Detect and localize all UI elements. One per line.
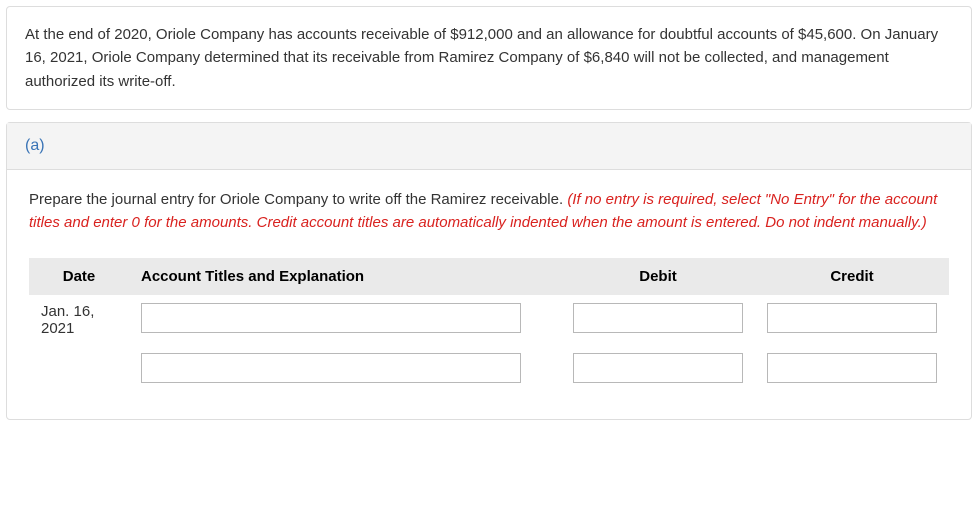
col-header-date: Date [29, 258, 129, 295]
account-title-input[interactable] [141, 303, 521, 333]
debit-input[interactable] [573, 353, 743, 383]
credit-input[interactable] [767, 303, 937, 333]
part-label: (a) [7, 123, 971, 170]
account-cell [129, 295, 561, 345]
problem-statement-card: At the end of 2020, Oriole Company has a… [6, 6, 972, 110]
instruction-text: Prepare the journal entry for Oriole Com… [29, 188, 949, 235]
credit-cell [755, 295, 949, 345]
problem-statement-text: At the end of 2020, Oriole Company has a… [7, 7, 971, 109]
account-cell [129, 345, 561, 391]
table-row [29, 345, 949, 391]
credit-cell [755, 345, 949, 391]
instruction-plain: Prepare the journal entry for Oriole Com… [29, 191, 567, 208]
date-cell: Jan. 16, 2021 [29, 295, 129, 345]
col-header-account: Account Titles and Explanation [129, 258, 561, 295]
part-body: Prepare the journal entry for Oriole Com… [7, 170, 971, 420]
debit-cell [561, 295, 755, 345]
table-header-row: Date Account Titles and Explanation Debi… [29, 258, 949, 295]
part-a-card: (a) Prepare the journal entry for Oriole… [6, 122, 972, 421]
debit-cell [561, 345, 755, 391]
debit-input[interactable] [573, 303, 743, 333]
credit-input[interactable] [767, 353, 937, 383]
account-title-input[interactable] [141, 353, 521, 383]
journal-entry-table: Date Account Titles and Explanation Debi… [29, 258, 949, 391]
table-row: Jan. 16, 2021 [29, 295, 949, 345]
date-cell [29, 345, 129, 391]
col-header-debit: Debit [561, 258, 755, 295]
col-header-credit: Credit [755, 258, 949, 295]
